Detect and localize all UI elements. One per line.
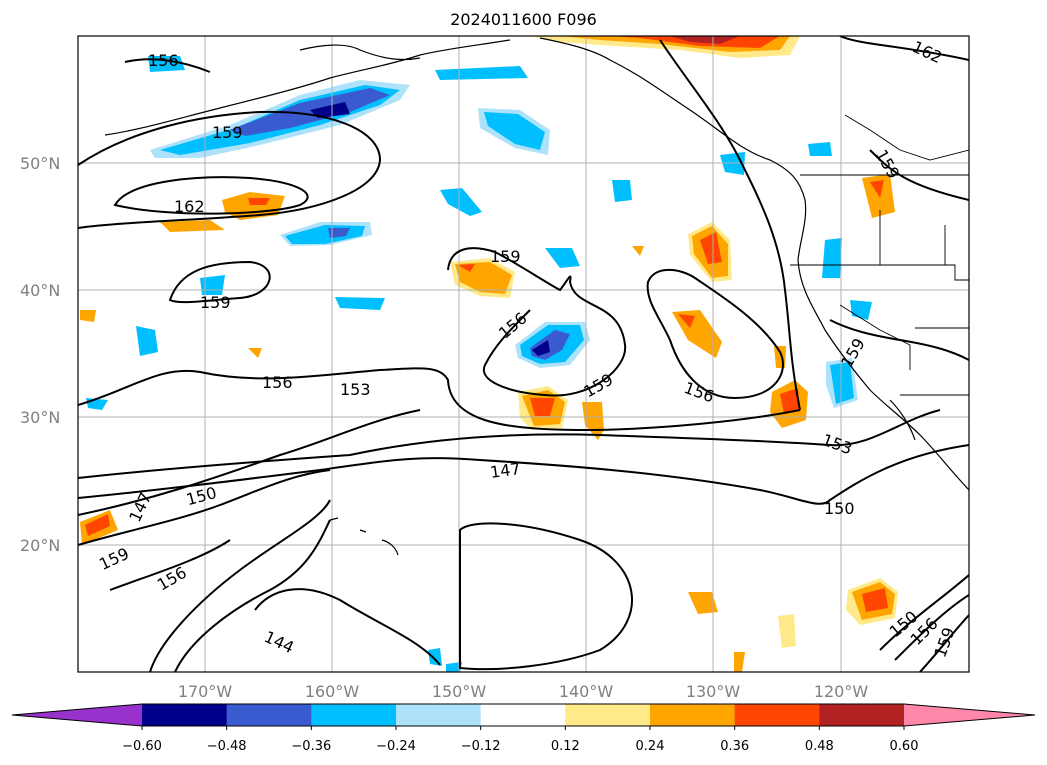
- lat-label-20n: 20°N: [20, 536, 60, 555]
- colorbar-swatch: [734, 704, 820, 726]
- colorbar-swatch: [565, 704, 651, 726]
- colorbar-tick-label: 0.36: [720, 739, 749, 754]
- map-title: 2024011600 F096: [450, 10, 597, 29]
- contour-label: 147: [489, 459, 522, 482]
- latitude-labels: 50°N 40°N 30°N 20°N: [20, 154, 60, 555]
- colorbar-swatch: [396, 704, 482, 726]
- height-contours: [78, 36, 969, 672]
- contour-label: 159: [200, 293, 231, 312]
- contour-label: 162: [174, 197, 205, 216]
- colorbar-swatch: [650, 704, 736, 726]
- political-borders: [790, 114, 969, 396]
- contour-label: 156: [148, 51, 179, 70]
- colorbar-swatch: [142, 704, 228, 726]
- colorbar-tick-label: 0.24: [636, 739, 665, 754]
- colorbar-extension-low: [12, 704, 142, 726]
- lon-label-120w: 120°W: [814, 682, 869, 701]
- colorbar-swatch: [226, 704, 312, 726]
- plot-frame: [77, 35, 970, 673]
- lat-label-50n: 50°N: [20, 154, 60, 173]
- colorbar-tick-label: −0.24: [376, 739, 416, 754]
- lon-label-160w: 160°W: [305, 682, 360, 701]
- lat-label-30n: 30°N: [20, 408, 60, 427]
- lon-label-150w: 150°W: [432, 682, 487, 701]
- colorbar-tick-label: 0.12: [551, 739, 580, 754]
- colorbar-tick-label: 0.48: [805, 739, 834, 754]
- colorbar-tick-label: −0.60: [122, 739, 162, 754]
- lon-label-170w: 170°W: [178, 682, 233, 701]
- colorbar-tick-label: −0.48: [207, 739, 247, 754]
- longitude-labels: 170°W 160°W 150°W 140°W 130°W 120°W: [178, 682, 869, 701]
- contour-label: 153: [340, 380, 371, 399]
- colorbar-tick-label: −0.12: [461, 739, 501, 754]
- colorbar-extension-high: [904, 704, 1035, 726]
- contour-label: 150: [824, 499, 855, 518]
- coastlines: [104, 37, 969, 556]
- lat-label-40n: 40°N: [20, 281, 60, 300]
- colorbar-swatch: [480, 704, 566, 726]
- colorbar-tick-label: −0.36: [291, 739, 331, 754]
- colorbar: −0.60 −0.48 −0.36 −0.24 −0.12 0.12 0.24 0.36 0.4…: [11, 703, 1036, 754]
- contour-label: 156: [262, 373, 293, 392]
- lon-label-130w: 130°W: [686, 682, 741, 701]
- colorbar-tick-label: 0.60: [890, 739, 919, 754]
- colorbar-swatch: [819, 704, 905, 726]
- contour-label: 159: [490, 247, 521, 266]
- colorbar-swatch: [311, 704, 397, 726]
- lon-label-140w: 140°W: [559, 682, 614, 701]
- contour-label: 159: [212, 123, 243, 142]
- anomaly-shading: [80, 36, 898, 672]
